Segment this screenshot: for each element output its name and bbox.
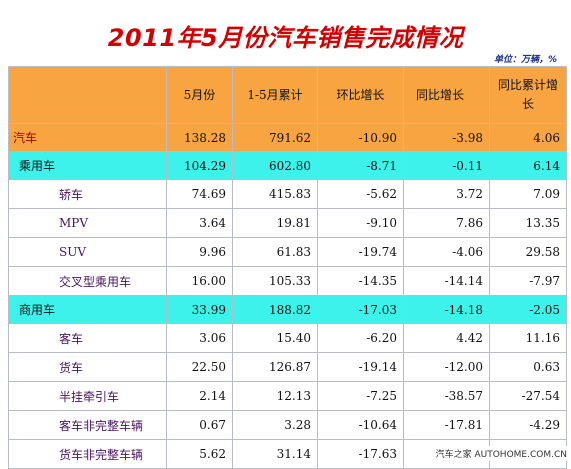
cell-yoy: -4.06 <box>403 237 490 267</box>
cell-cum-yoy: 29.58 <box>489 237 567 267</box>
header-cell-cumulative: 1-5月累计 <box>232 66 318 124</box>
cell-yoy: -14.18 <box>403 295 490 324</box>
cell-yoy: -12.00 <box>403 352 490 382</box>
header-cell-blank <box>8 66 167 124</box>
cell-may: 74.69 <box>166 179 233 209</box>
cell-mom: -14.35 <box>317 266 404 296</box>
row-label: 客车 <box>8 323 167 353</box>
cell-mom: -10.64 <box>317 410 404 440</box>
table-row: 货车 22.50 126.87 -19.14 -12.00 0.63 <box>8 352 567 382</box>
cell-may: 104.29 <box>166 151 233 180</box>
header-cell-yoy: 同比增长 <box>403 66 490 124</box>
table-row: 轿车 74.69 415.83 -5.62 3.72 7.09 <box>8 179 567 209</box>
table-row: SUV 9.96 61.83 -19.74 -4.06 29.58 <box>8 237 567 267</box>
cell-cum: 12.13 <box>232 381 318 411</box>
row-label: MPV <box>8 208 167 238</box>
table-row: 商用车 33.99 188.82 -17.03 -14.18 -2.05 <box>8 295 567 324</box>
cell-may: 16.00 <box>166 266 233 296</box>
cell-yoy: -38.57 <box>403 381 490 411</box>
cell-may: 3.64 <box>166 208 233 238</box>
row-label: 客车非完整车辆 <box>8 410 167 440</box>
table-row: 乘用车 104.29 602.80 -8.71 -0.11 6.14 <box>8 151 567 180</box>
table-row: 半挂牵引车 2.14 12.13 -7.25 -38.57 -27.54 <box>8 381 567 411</box>
cell-may: 0.67 <box>166 410 233 440</box>
cell-may: 138.28 <box>166 123 233 152</box>
cell-mom: -19.14 <box>317 352 404 382</box>
cell-mom: -17.03 <box>317 295 404 324</box>
cell-cum: 791.62 <box>232 123 318 152</box>
cell-yoy: 3.72 <box>403 179 490 209</box>
row-label: 货车非完整车辆 <box>8 439 167 469</box>
cell-cum-yoy: 11.16 <box>489 323 567 353</box>
cell-cum-yoy: -2.05 <box>489 295 567 324</box>
cell-yoy: -3.98 <box>403 123 490 152</box>
header-cell-cum-yoy: 同比累计增长 <box>489 66 567 124</box>
table-row: 交叉型乘用车 16.00 105.33 -14.35 -14.14 -7.97 <box>8 266 567 296</box>
row-label: 交叉型乘用车 <box>8 266 167 296</box>
cell-yoy: 4.42 <box>403 323 490 353</box>
cell-may: 33.99 <box>166 295 233 324</box>
cell-cum-yoy: 0.63 <box>489 352 567 382</box>
cell-cum-yoy: 7.09 <box>489 179 567 209</box>
cell-mom: -10.90 <box>317 123 404 152</box>
cell-may: 9.96 <box>166 237 233 267</box>
cell-mom: -19.74 <box>317 237 404 267</box>
cell-cum: 415.83 <box>232 179 318 209</box>
row-label: 货车 <box>8 352 167 382</box>
unit-label: 单位：万辆，% <box>493 55 557 65</box>
cell-cum: 15.40 <box>232 323 318 353</box>
cell-may: 2.14 <box>166 381 233 411</box>
sales-table: 5月份 1-5月累计 环比增长 同比增长 同比累计增长 汽车 138.28 791.… <box>8 66 567 469</box>
cell-yoy: 7.86 <box>403 208 490 238</box>
header-cell-may: 5月份 <box>166 66 233 124</box>
cell-mom: -8.71 <box>317 151 404 180</box>
cell-may: 3.06 <box>166 323 233 353</box>
cell-cum-yoy: -7.97 <box>489 266 567 296</box>
cell-cum-yoy: 13.35 <box>489 208 567 238</box>
cell-mom: -17.63 <box>317 439 404 469</box>
cell-may: 22.50 <box>166 352 233 382</box>
cell-yoy: -17.81 <box>403 410 490 440</box>
cell-cum: 19.81 <box>232 208 318 238</box>
cell-mom: -5.62 <box>317 179 404 209</box>
table-row: MPV 3.64 19.81 -9.10 7.86 13.35 <box>8 208 567 238</box>
cell-cum-yoy: -27.54 <box>489 381 567 411</box>
page-title: 2011年5月份汽车销售完成情况 <box>107 24 464 52</box>
table-header-row: 5月份 1-5月累计 环比增长 同比增长 同比累计增长 <box>8 66 567 124</box>
row-label: 轿车 <box>8 179 167 209</box>
table-row: 客车非完整车辆 0.67 3.28 -10.64 -17.81 -4.29 <box>8 410 567 440</box>
cell-cum: 3.28 <box>232 410 318 440</box>
row-label: SUV <box>8 237 167 267</box>
row-label: 半挂牵引车 <box>8 381 167 411</box>
cell-cum: 602.80 <box>232 151 318 180</box>
row-label: 乘用车 <box>8 151 167 180</box>
cell-cum: 61.83 <box>232 237 318 267</box>
cell-cum-yoy: 4.06 <box>489 123 567 152</box>
cell-cum: 105.33 <box>232 266 318 296</box>
cell-yoy: -0.11 <box>403 151 490 180</box>
cell-may: 5.62 <box>166 439 233 469</box>
watermark: 汽车之家 AUTOHOME.COM.CN <box>433 446 569 461</box>
row-label: 商用车 <box>8 295 167 324</box>
row-label: 汽车 <box>8 123 167 152</box>
cell-cum: 188.82 <box>232 295 318 324</box>
cell-mom: -7.25 <box>317 381 404 411</box>
cell-cum: 126.87 <box>232 352 318 382</box>
cell-yoy: -14.14 <box>403 266 490 296</box>
header-cell-mom: 环比增长 <box>317 66 404 124</box>
cell-cum: 31.14 <box>232 439 318 469</box>
cell-mom: -9.10 <box>317 208 404 238</box>
cell-mom: -6.20 <box>317 323 404 353</box>
cell-cum-yoy: 6.14 <box>489 151 567 180</box>
cell-cum-yoy: -4.29 <box>489 410 567 440</box>
table-row: 客车 3.06 15.40 -6.20 4.42 11.16 <box>8 323 567 353</box>
table-row: 汽车 138.28 791.62 -10.90 -3.98 4.06 <box>8 123 567 152</box>
